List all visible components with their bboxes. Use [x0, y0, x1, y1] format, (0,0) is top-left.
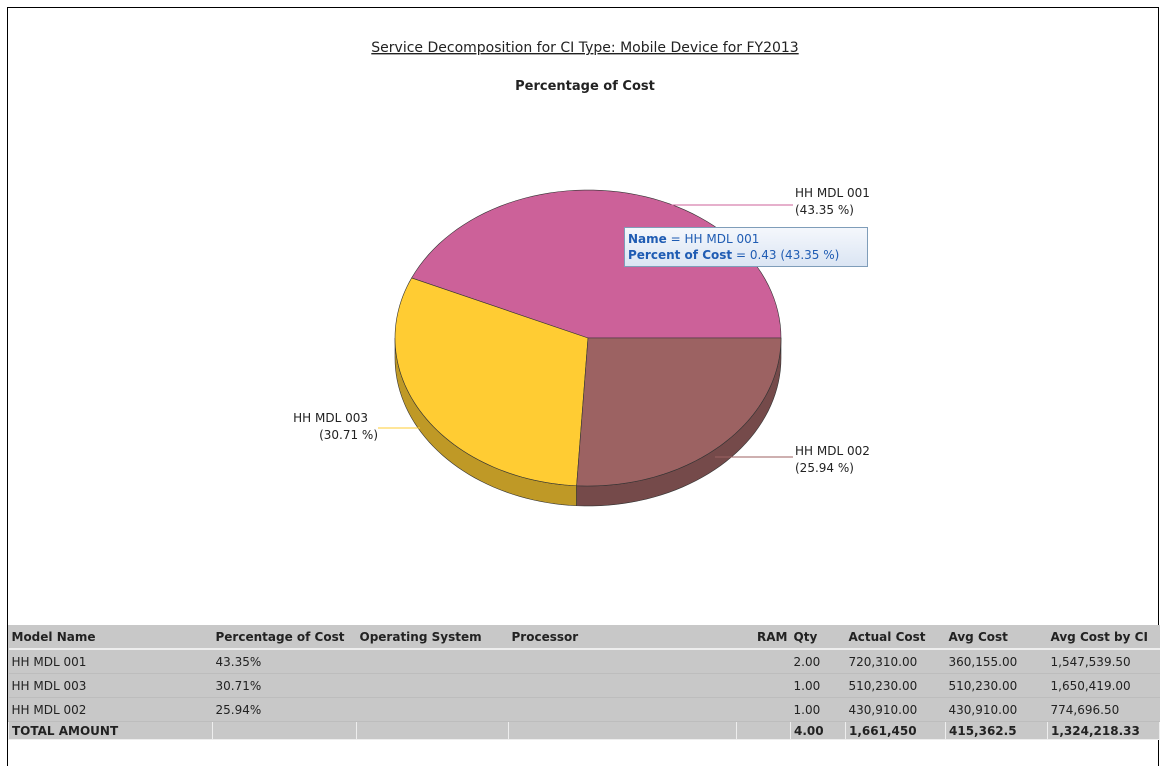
tooltip: Name = HH MDL 001 Percent of Cost = 0.43… — [624, 227, 868, 267]
table-cell: 720,310.00 — [845, 649, 946, 674]
tooltip-percent-row: Percent of Cost = 0.43 (43.35 %) — [628, 247, 864, 263]
table-cell — [508, 673, 737, 698]
table-cell: 43.35% — [212, 649, 357, 674]
slice-value-label: (30.71 %) — [319, 428, 378, 442]
total-cell: TOTAL AMOUNT — [8, 721, 213, 740]
slice-value-label: (43.35 %) — [795, 203, 854, 217]
header-row: Model Name Percentage of Cost Operating Sy… — [8, 625, 1160, 650]
table-cell — [736, 673, 791, 698]
tooltip-label: Percent of Cost — [628, 248, 733, 262]
column-header: RAM — [736, 625, 791, 650]
table-cell: 510,230.00 — [945, 673, 1048, 698]
column-header: Model Name — [8, 625, 213, 650]
table-cell — [736, 697, 791, 722]
table-cell — [508, 697, 737, 722]
table-cell: 430,910.00 — [945, 697, 1048, 722]
total-cell: 4.00 — [790, 721, 846, 740]
table-cell — [356, 697, 509, 722]
table-cell: 360,155.00 — [945, 649, 1048, 674]
table-row: HH MDL 001 43.35% 2.00 720,310.00 360,155.00… — [8, 649, 1160, 674]
total-cell — [212, 721, 357, 740]
chart: Service Decomposition for CI Type: Mobil… — [293, 40, 870, 507]
total-cell — [508, 721, 737, 740]
total-cell — [736, 721, 791, 740]
total-cell: 415,362.5 — [945, 721, 1048, 740]
table-cell: 25.94% — [212, 697, 357, 722]
table-cell: 1.00 — [790, 697, 846, 722]
total-row: TOTAL AMOUNT 4.00 1,661,450 415,362.5 1,324,… — [8, 721, 1160, 740]
total-cell: 1,661,450 — [845, 721, 946, 740]
column-header: Percentage of Cost — [212, 625, 357, 650]
column-header: Avg Cost by CI — [1047, 625, 1160, 650]
tooltip-value: = HH MDL 001 — [670, 232, 760, 246]
tooltip-name-row: Name = HH MDL 001 — [628, 231, 864, 247]
column-header: Processor — [508, 625, 737, 650]
total-cell: 1,324,218.33 — [1047, 721, 1160, 740]
tooltip-label: Name — [628, 232, 667, 246]
table-cell — [356, 649, 509, 674]
table-cell: 510,230.00 — [845, 673, 946, 698]
table-cell: 1.00 — [790, 673, 846, 698]
slice-label: HH MDL 001 — [795, 186, 870, 200]
table-cell: 774,696.50 — [1047, 697, 1160, 722]
table-cell: 30.71% — [212, 673, 357, 698]
table-cell: 2.00 — [790, 649, 846, 674]
frame — [7, 7, 1159, 766]
column-header: Actual Cost — [845, 625, 946, 650]
table-cell: 1,650,419.00 — [1047, 673, 1160, 698]
chart-subtitle: Percentage of Cost — [515, 79, 655, 94]
table-cell — [508, 649, 737, 674]
column-header: Qty — [790, 625, 846, 650]
pie-slice — [576, 337, 782, 487]
table-row: HH MDL 003 30.71% 1.00 510,230.00 510,230.00… — [8, 673, 1160, 698]
chart-title: Service Decomposition for CI Type: Mobil… — [371, 40, 798, 56]
column-header: Avg Cost — [945, 625, 1048, 650]
table-cell — [736, 649, 791, 674]
slice-label: HH MDL 002 — [795, 444, 870, 458]
total-cell — [356, 721, 509, 740]
tooltip-value: = 0.43 (43.35 %) — [735, 248, 840, 262]
table-row: HH MDL 002 25.94% 1.00 430,910.00 430,910.00… — [8, 697, 1160, 722]
table-cell: HH MDL 003 — [8, 673, 213, 698]
table-cell: 1,547,539.50 — [1047, 649, 1160, 674]
slice-value-label: (25.94 %) — [795, 461, 854, 475]
table-cell: HH MDL 001 — [8, 649, 213, 674]
table-cell: 430,910.00 — [845, 697, 946, 722]
pie-slice — [394, 277, 589, 487]
slice-label: HH MDL 003 — [293, 411, 368, 425]
data-table: Model Name Percentage of Cost Operating Sy… — [8, 625, 1160, 740]
table-cell: HH MDL 002 — [8, 697, 213, 722]
table-cell — [356, 673, 509, 698]
column-header: Operating System — [356, 625, 509, 650]
